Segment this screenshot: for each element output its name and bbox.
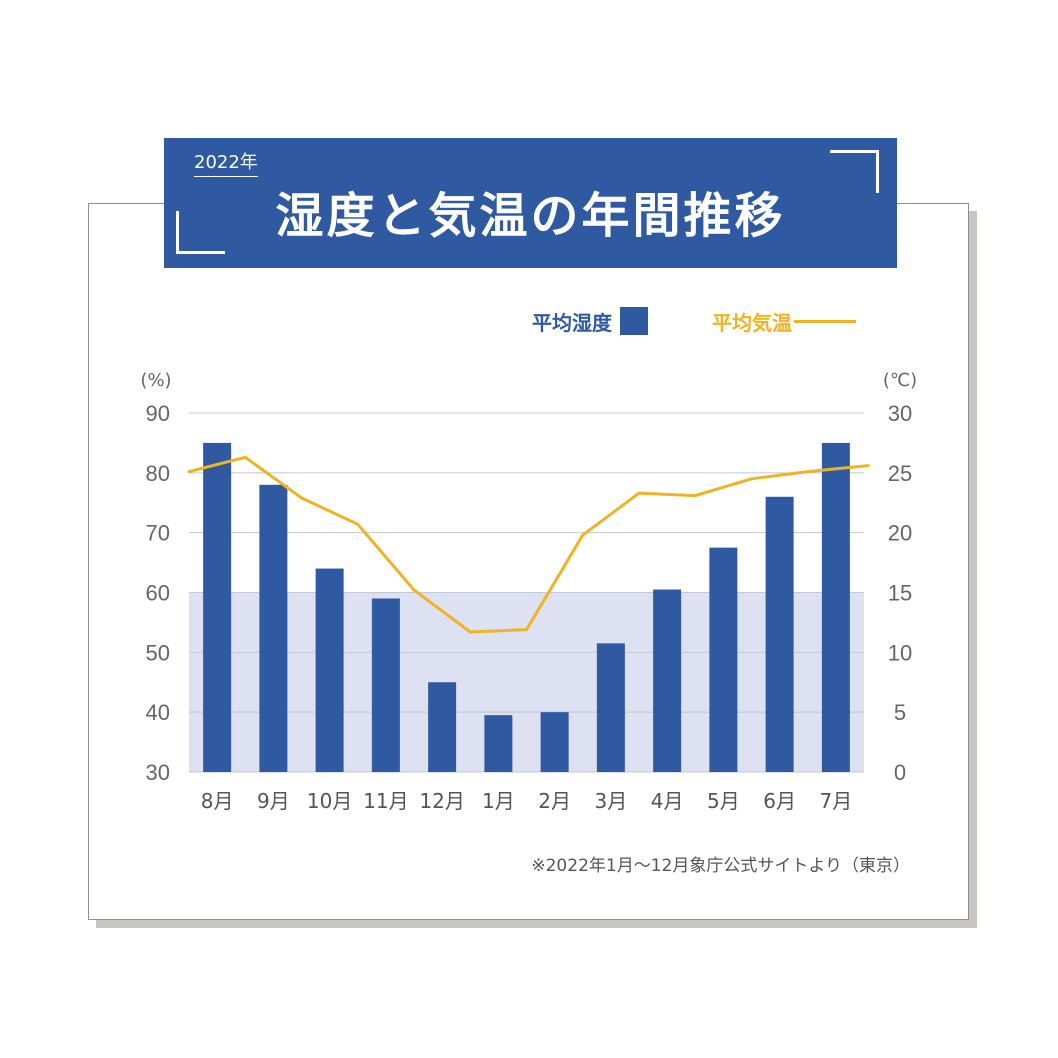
legend-humidity: 平均湿度: [532, 306, 648, 336]
x-tick-label: 4月: [651, 789, 684, 813]
temperature-point: [750, 477, 753, 481]
temperature-point: [637, 491, 641, 495]
x-tick-label: 8月: [201, 789, 234, 813]
shaded-band: [189, 592, 864, 772]
x-tick-label: 3月: [595, 789, 628, 813]
y-left-tick-label: 70: [146, 521, 170, 546]
temperature-point: [866, 464, 870, 468]
humidity-bar: [540, 712, 569, 772]
y-left-tick-label: 80: [146, 461, 170, 486]
title-banner: 2022年 湿度と気温の年間推移: [164, 138, 897, 268]
y-left-tick-label: 60: [146, 581, 170, 606]
x-tick-label: 2月: [538, 789, 571, 813]
y-left-tick-label: 40: [146, 700, 170, 725]
humidity-bar: [371, 598, 400, 772]
x-tick-label: 12月: [419, 789, 464, 813]
humidity-bar: [484, 715, 513, 772]
temperature-point: [806, 470, 810, 474]
humidity-bar: [259, 484, 288, 772]
y-left-tick-label: 90: [146, 401, 170, 426]
y-right-tick-label: 30: [888, 401, 912, 426]
x-tick-label: 6月: [763, 789, 796, 813]
humidity-bar: [821, 442, 850, 772]
humidity-bar: [428, 682, 457, 772]
page-title: 湿度と気温の年間推移: [275, 188, 786, 244]
y-left-unit: (%): [140, 370, 171, 391]
x-tick-label: 7月: [820, 789, 853, 813]
y-right-tick-label: 25: [888, 461, 912, 486]
x-tick-label: 5月: [707, 789, 740, 813]
x-tick-label: 9月: [257, 789, 290, 813]
source-note: ※2022年1月〜12月象庁公式サイトより（東京）: [531, 856, 910, 876]
x-tick-label: 10月: [307, 789, 352, 813]
humidity-bar: [653, 589, 682, 772]
corner-bracket-bottom-left: [176, 211, 225, 254]
y-right-unit: (℃): [883, 370, 917, 391]
humidity-bar: [709, 547, 738, 772]
corner-bracket-top-right: [830, 150, 879, 193]
banner-year: 2022年: [194, 148, 258, 177]
temperature-point: [412, 588, 416, 592]
temperature-point: [300, 496, 303, 500]
legend-temperature-label: 平均気温: [712, 310, 792, 335]
x-tick-label: 1月: [482, 789, 515, 813]
humidity-bar: [765, 496, 794, 772]
y-right-tick-label: 20: [888, 521, 912, 546]
y-right-tick-label: 10: [888, 640, 912, 665]
humidity-bar: [315, 568, 344, 772]
temperature-point: [243, 455, 247, 459]
legend-bar-swatch: [620, 307, 648, 335]
y-right-tick-label: 5: [894, 700, 906, 725]
legend-line-swatch: [794, 319, 856, 323]
temperature-point: [468, 630, 472, 634]
y-left-tick-label: 50: [146, 640, 170, 665]
legend-temperature: 平均気温: [712, 306, 856, 336]
y-right-tick-label: 15: [888, 581, 912, 606]
humidity-bar: [203, 442, 232, 772]
y-right-tick-label: 0: [894, 760, 906, 785]
temperature-point: [356, 522, 360, 526]
temperature-point: [525, 628, 528, 632]
temperature-point: [693, 494, 697, 498]
legend-humidity-label: 平均湿度: [532, 310, 612, 335]
y-left-tick-label: 30: [146, 760, 170, 785]
humidity-bar: [596, 643, 625, 772]
x-tick-label: 11月: [363, 789, 408, 813]
temperature-point: [187, 470, 191, 474]
temperature-point: [581, 533, 585, 537]
